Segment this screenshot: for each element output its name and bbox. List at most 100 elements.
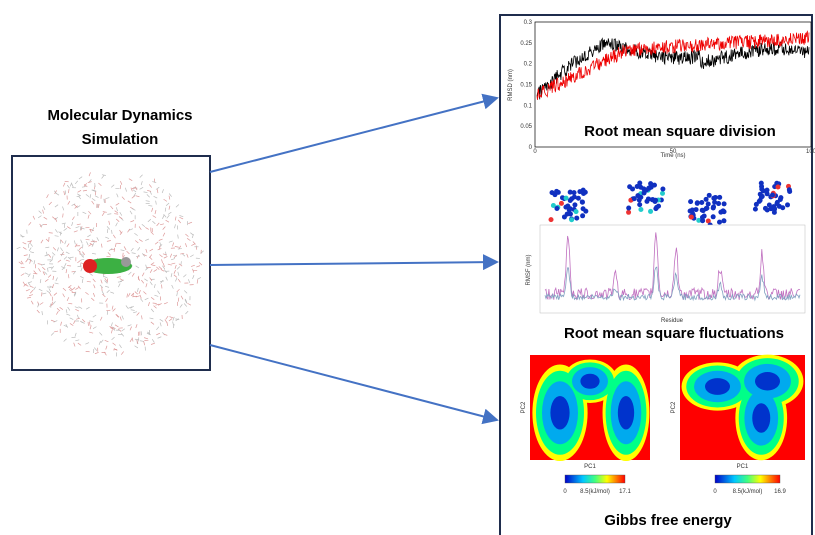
residue <box>695 200 700 205</box>
residue <box>580 213 585 218</box>
left-title: Molecular Dynamics <box>47 107 192 124</box>
y-tick-label: 0.25 <box>520 41 532 47</box>
fel-title: Gibbs free energy <box>604 512 732 529</box>
energy-basin <box>618 396 634 430</box>
residue <box>689 215 694 220</box>
left-title: Simulation <box>82 131 159 148</box>
residue <box>704 206 709 211</box>
energy-basin <box>705 378 730 395</box>
colorbar-label: 17.1 <box>619 489 631 495</box>
residue <box>753 207 758 212</box>
residue <box>711 214 716 219</box>
residue <box>775 185 780 190</box>
residue <box>707 193 712 198</box>
arrow <box>210 262 497 265</box>
residue <box>721 208 726 213</box>
residue <box>778 197 783 202</box>
colorbar <box>565 475 625 483</box>
residue <box>554 189 559 194</box>
residue <box>644 188 649 193</box>
y-tick-label: 0.3 <box>524 20 533 26</box>
residue <box>637 202 642 207</box>
figure: Molecular Dynamics Simulation RMSD (nm) … <box>0 0 815 535</box>
residue <box>717 220 722 225</box>
residue <box>559 201 564 206</box>
residue <box>648 181 653 186</box>
residue <box>569 217 574 222</box>
residue <box>572 202 577 207</box>
colorbar-label: 8.5(kJ/mol) <box>580 489 610 495</box>
y-tick-label: 0.05 <box>520 124 532 130</box>
residue <box>785 202 790 207</box>
residue <box>554 206 559 211</box>
residue <box>761 188 766 193</box>
residue <box>772 206 777 211</box>
y-label: PC2 <box>671 401 677 413</box>
residue <box>770 193 775 198</box>
residue <box>583 209 588 214</box>
energy-basin <box>550 396 569 430</box>
x-tick-label: 100 <box>806 149 815 155</box>
residue <box>722 201 727 206</box>
residue <box>688 199 693 204</box>
residue <box>646 196 651 201</box>
colorbar <box>715 475 780 483</box>
residue <box>713 195 718 200</box>
residue <box>763 206 768 211</box>
water <box>181 261 182 265</box>
residue <box>626 210 631 215</box>
residue <box>567 208 572 213</box>
residue <box>721 218 726 223</box>
residue <box>564 196 569 201</box>
residue <box>712 200 717 205</box>
residue <box>581 191 586 196</box>
colorbar-label: 8.5(kJ/mol) <box>733 489 763 495</box>
residue <box>635 184 640 189</box>
residue <box>648 209 653 214</box>
x-tick-label: 50 <box>670 149 677 155</box>
residue <box>630 186 635 191</box>
water <box>104 199 105 203</box>
residue <box>704 197 709 202</box>
energy-basin <box>752 403 770 432</box>
energy-basin <box>580 374 599 389</box>
residue <box>550 190 555 195</box>
rmsf-title: Root mean square fluctuations <box>564 325 784 342</box>
residue <box>760 194 765 199</box>
residue <box>549 217 554 222</box>
energy-basin <box>755 372 780 390</box>
residue <box>711 204 716 209</box>
residue <box>580 199 585 204</box>
residue <box>699 200 704 205</box>
residue <box>635 193 640 198</box>
arrow <box>210 98 497 172</box>
x-label: Residue <box>661 318 684 324</box>
residue <box>654 205 659 210</box>
x-label: PC1 <box>737 464 749 470</box>
residue <box>562 214 567 219</box>
ligand <box>83 257 132 274</box>
residue <box>702 214 707 219</box>
y-tick-label: 0.15 <box>520 83 532 89</box>
residue <box>626 206 631 211</box>
residue <box>638 207 643 212</box>
arrow <box>210 345 497 420</box>
rmsf-plot <box>540 225 805 313</box>
x-label: PC1 <box>584 464 596 470</box>
rmsd-title: Root mean square division <box>584 123 776 140</box>
y-tick-label: 0.1 <box>524 103 533 109</box>
residue <box>660 191 665 196</box>
residue <box>660 186 665 191</box>
y-tick-label: 0.2 <box>524 62 533 68</box>
residue <box>568 190 573 195</box>
x-tick-label: 0 <box>533 149 537 155</box>
residue <box>574 209 579 214</box>
residue <box>690 207 695 212</box>
residue <box>787 187 792 192</box>
residue <box>574 216 579 221</box>
residue <box>780 205 785 210</box>
colorbar-label: 16.9 <box>774 489 786 495</box>
residue <box>757 199 762 204</box>
residue <box>717 195 722 200</box>
residue <box>653 198 658 203</box>
